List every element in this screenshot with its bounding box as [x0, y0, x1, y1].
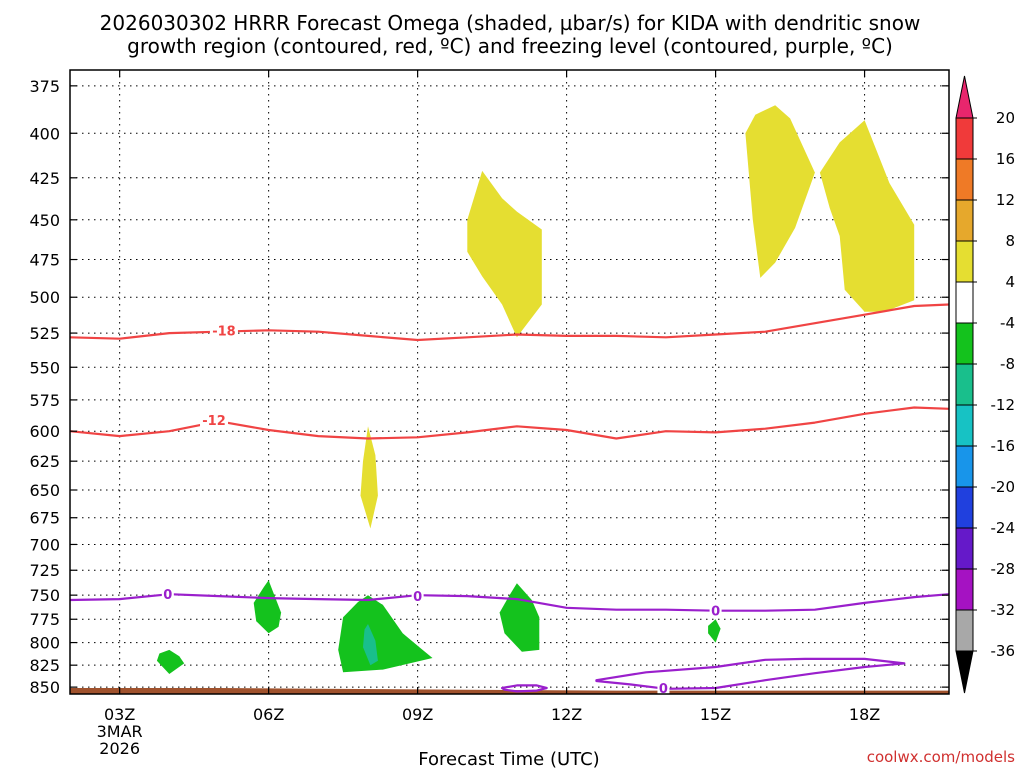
x-tick-label: 06Z [253, 705, 284, 724]
contour-label-bg [200, 413, 229, 428]
contour-label: 0 [711, 605, 720, 620]
colorbar-bin [955, 568, 974, 611]
omega-shading [156, 105, 915, 674]
y-tick-label: 425 [29, 169, 60, 188]
colorbar-bin [955, 240, 974, 283]
colorbar-label: -20 [991, 478, 1016, 496]
credit-text: coolwx.com/models [867, 748, 1015, 766]
y-tick-label: 675 [29, 509, 60, 528]
contour-label-bg [161, 587, 174, 602]
contour-label-bg [209, 323, 238, 338]
contour-label-bg [657, 680, 670, 695]
contour-label: -18 [212, 324, 236, 339]
y-tick-label: 825 [29, 656, 60, 675]
colorbar-label: -12 [991, 396, 1016, 414]
colorbar-bin [955, 609, 974, 652]
contour-label: 0 [163, 588, 172, 603]
y-tick-label: 575 [29, 391, 60, 410]
colorbar-label: -32 [991, 601, 1016, 619]
colorbar-bin [955, 322, 974, 365]
y-tick-label: 750 [29, 586, 60, 605]
green-region-0600 [253, 580, 282, 634]
y-tick-label: 525 [29, 324, 60, 343]
x-tick-label: 12Z [551, 705, 582, 724]
colorbar-bin [955, 527, 974, 570]
contour-label-bg [411, 589, 424, 604]
y-tick-label: 800 [29, 634, 60, 653]
teal-region-0800 [363, 624, 378, 666]
freezing-level-contour [70, 593, 949, 612]
y-tick-label: 725 [29, 561, 60, 580]
colorbar-label: -4 [1000, 314, 1015, 332]
green-region-0400 [156, 649, 185, 674]
grid-lines [70, 70, 949, 694]
title-line-1: 2026030302 HRRR Forecast Omega (shaded, … [100, 11, 921, 35]
colorbar-arrow-bottom [955, 650, 974, 694]
y-tick-label: 375 [29, 77, 60, 96]
x-tick-label: 15Z [700, 705, 731, 724]
colorbar-label: -24 [991, 519, 1016, 537]
y-tick-label: 475 [29, 251, 60, 270]
y-tick-label: 650 [29, 481, 60, 500]
colorbar-bin [955, 486, 974, 529]
contour-labels: -18 -12 0 0 0 0 [161, 323, 722, 697]
y-tick-label: 600 [29, 422, 60, 441]
x-tick-label: 03Z [104, 705, 135, 724]
colorbar-label: 8 [1005, 232, 1015, 250]
green-region-0830 [338, 595, 433, 673]
colorbar-bin [955, 404, 974, 447]
contour-label: -12 [202, 414, 226, 429]
colorbar-label: 4 [1005, 273, 1015, 291]
colorbar-label: -16 [991, 437, 1016, 455]
yellow-region-1800 [819, 120, 915, 312]
contour-label-bg [709, 603, 722, 618]
y-tick-label: 850 [29, 678, 60, 697]
freezing-level-contour [501, 684, 548, 693]
y-tick-label: 550 [29, 358, 60, 377]
colorbar-bin [955, 445, 974, 488]
colorbar-label: -36 [991, 642, 1016, 660]
plot-frame [69, 69, 950, 695]
colorbar-bin [955, 117, 974, 160]
x-year-label: 2026 [99, 739, 140, 758]
green-region-1500 [708, 619, 721, 643]
y-tick-label: 400 [29, 124, 60, 143]
x-date-label: 3MAR [97, 722, 143, 741]
colorbar-bin [955, 281, 974, 324]
yellow-region-0930 [467, 170, 542, 338]
x-tick-label: 09Z [402, 705, 433, 724]
colorbar-label: 12 [996, 191, 1015, 209]
colorbar-label: -28 [991, 560, 1016, 578]
colorbar-bin [955, 199, 974, 242]
colorbar-label: 16 [996, 150, 1015, 168]
x-axis-label: Forecast Time (UTC) [418, 749, 599, 768]
y-tick-label: 625 [29, 452, 60, 471]
colorbar-label: -8 [1000, 355, 1015, 373]
y-tick-label: 700 [29, 535, 60, 554]
yellow-region-1630 [745, 105, 815, 278]
freezing-level-contour [595, 657, 906, 690]
colorbar-arrow-top [955, 75, 974, 119]
colorbar-bin [955, 158, 974, 201]
y-tick-label: 500 [29, 288, 60, 307]
contour-label: 0 [659, 682, 668, 697]
title-line-2: growth region (contoured, red, ºC) and f… [127, 34, 893, 58]
y-tick-label: 450 [29, 211, 60, 230]
y-axis: 375 400 425 450 475 500 525 550 575 600 625 650 675 7… [29, 77, 949, 697]
contour-label: 0 [413, 590, 422, 605]
yellow-region-0800 [360, 426, 378, 529]
x-tick-label: 18Z [849, 705, 880, 724]
y-tick-label: 775 [29, 610, 60, 629]
colorbar: 20 16 12 8 4 -4 -8 -12 -16 -20 -24 -28 -32 -36 [955, 75, 1016, 694]
colorbar-label: 20 [996, 109, 1015, 127]
colorbar-bin [955, 363, 974, 406]
